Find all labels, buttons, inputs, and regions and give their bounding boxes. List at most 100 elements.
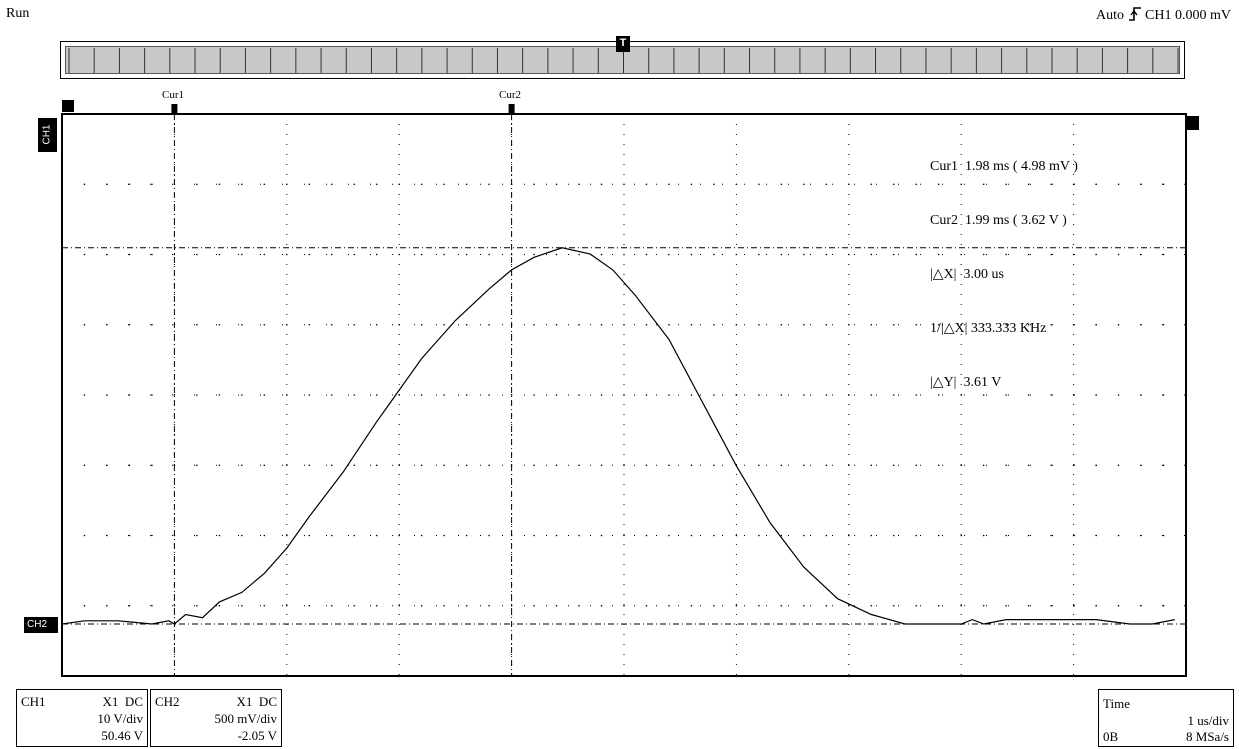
grid-dot [443, 323, 445, 326]
grid-dot [1050, 183, 1052, 186]
grid-dot [308, 323, 311, 326]
grid-dot [398, 323, 401, 326]
grid-dot [196, 394, 198, 396]
grid-dot [803, 253, 805, 256]
grid-dot [173, 394, 176, 396]
grid-dot [1027, 253, 1030, 256]
grid-dot [398, 534, 401, 537]
grid-dot [1140, 534, 1142, 537]
grid-dot [375, 604, 378, 607]
grid-dot [803, 464, 805, 467]
grid-dot [196, 253, 198, 256]
grid-dot [1050, 253, 1052, 256]
grid-dot [892, 604, 895, 607]
grid-dot [263, 183, 266, 186]
cur2-readout: Cur2 1.99 ms ( 3.62 V ) [930, 213, 1067, 228]
ch2-settings-panel[interactable]: CH2 X1 DC 500 mV/div -2.05 V [150, 689, 282, 747]
grid-dot [758, 253, 760, 256]
grid-dot [61, 604, 63, 607]
grid-dot [1095, 394, 1097, 396]
grid-dot [308, 183, 311, 186]
grid-dot [1072, 604, 1075, 607]
grid-dot [982, 464, 985, 467]
grid-dot [1005, 604, 1007, 607]
grid-dot [645, 183, 648, 186]
grid-dot [780, 183, 783, 186]
delta-x-readout: |△X| 3.00 us [930, 267, 1004, 282]
grid-dot [1050, 394, 1052, 396]
grid-dot [263, 253, 266, 256]
grid-dot [308, 394, 311, 396]
grid-dot [398, 464, 401, 467]
grid-dot [825, 604, 828, 607]
grid-dot [713, 534, 715, 537]
grid-dot [982, 183, 985, 186]
grid-dot [1027, 464, 1030, 467]
cursor1-head [171, 104, 178, 113]
grid-dot [600, 253, 603, 256]
grid-dot [330, 394, 333, 396]
grid-dot [803, 534, 805, 537]
grid-dot [128, 604, 131, 607]
grid-dot [151, 183, 153, 186]
grid-dot [465, 183, 468, 186]
grid-dot [83, 253, 86, 256]
grid-dot [803, 604, 805, 607]
grid-dot [375, 534, 378, 537]
trigger-position-marker[interactable]: T [616, 36, 630, 52]
grid-dot [1095, 604, 1097, 607]
grid-dot [735, 394, 738, 396]
grid-dot [937, 323, 940, 326]
grid-dot [668, 464, 670, 467]
grid-dot [488, 534, 490, 537]
grid-dot [83, 323, 86, 326]
grid-dot [1117, 253, 1120, 256]
grid-dot [555, 604, 558, 607]
grid-dot [937, 604, 940, 607]
grid-dot [578, 604, 580, 607]
grid-dot [960, 604, 962, 607]
grid-dot [151, 464, 153, 467]
grid-dot [510, 394, 513, 396]
grid-dot [1050, 534, 1052, 537]
ch1-marker[interactable]: CH1 [38, 118, 57, 152]
grid-dot [151, 323, 153, 326]
cursor2-label: Cur2 [499, 89, 521, 101]
grid-dot [758, 394, 760, 396]
grid-dot [286, 323, 288, 326]
grid-dot [668, 323, 670, 326]
time-settings-panel[interactable]: Time 1 us/div 0B 8 MSa/s [1098, 689, 1234, 747]
grid-dot [443, 534, 445, 537]
ch2-marker[interactable]: CH2 [24, 617, 58, 633]
grid-dot [1117, 464, 1120, 467]
grid-dot [420, 534, 423, 537]
ch1-settings-panel[interactable]: CH1 X1 DC 10 V/div 50.46 V [16, 689, 148, 747]
grid-dot [128, 534, 131, 537]
grid-dot [443, 183, 445, 186]
grid-dot [1027, 323, 1030, 326]
grid-dot [780, 604, 783, 607]
grid-dot [690, 323, 693, 326]
grid-dot [1027, 394, 1030, 396]
grid-dot [465, 394, 468, 396]
grid-dot [1117, 394, 1120, 396]
grid-dot [218, 534, 221, 537]
grid-dot [398, 394, 401, 396]
trigger-marker-label: T [619, 37, 627, 49]
grid-dot [600, 534, 603, 537]
grid-dot [263, 323, 266, 326]
grid-dot [1162, 464, 1165, 467]
grid-dot [982, 323, 985, 326]
grid-dot [263, 464, 266, 467]
grid-dot [443, 253, 445, 256]
grid-dot [690, 394, 693, 396]
grid-dot [600, 604, 603, 607]
ch2-panel-offset: -2.05 V [237, 728, 277, 743]
grid-dot [533, 534, 535, 537]
grid-dot [713, 394, 715, 396]
grid-dot [915, 323, 918, 326]
grid-dot [758, 323, 760, 326]
grid-dot [758, 604, 760, 607]
grid-dot [870, 604, 873, 607]
grid-dot [1072, 394, 1075, 396]
